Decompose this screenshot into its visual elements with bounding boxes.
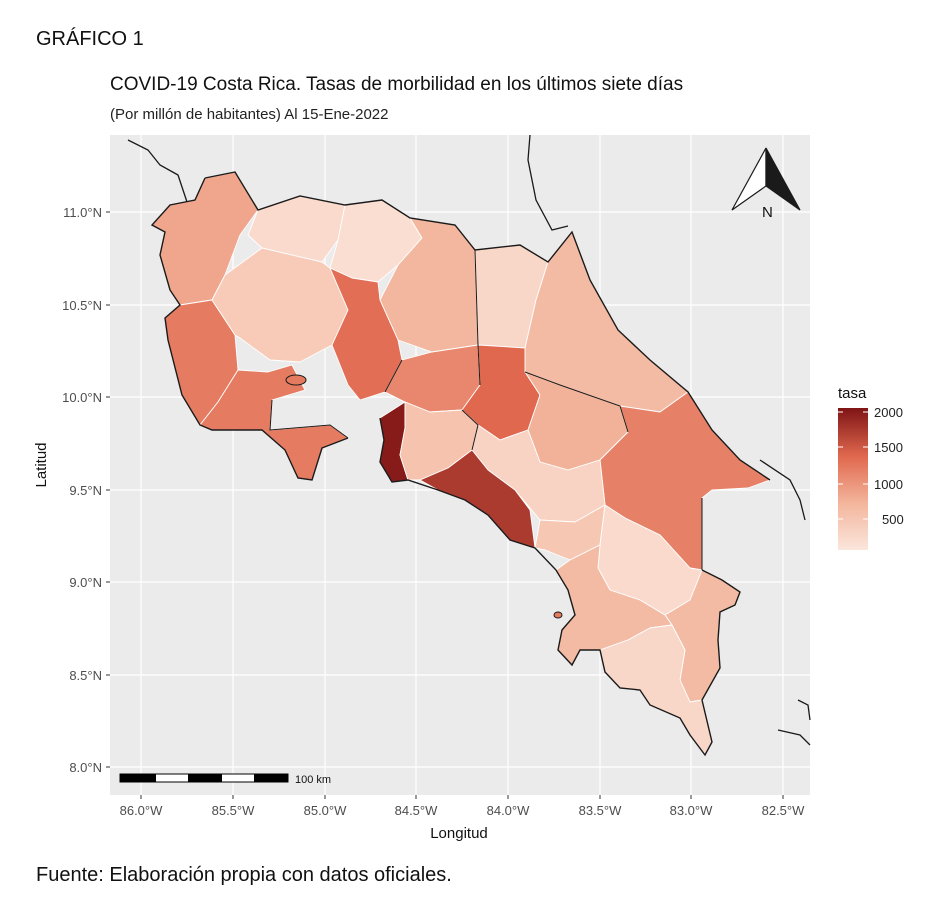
legend-colorbar: [838, 408, 868, 550]
province-boundaries: [269, 249, 703, 570]
y-tick-label: 9.5°N: [69, 483, 102, 498]
y-tick-label: 10.0°N: [62, 390, 102, 405]
map-title: COVID-19 Costa Rica. Tasas de morbilidad…: [110, 74, 684, 95]
legend-label: 1500: [874, 440, 903, 455]
x-tick-label: 83.0°W: [670, 803, 714, 818]
color-legend: tasa 2000 1500 1000 500: [838, 385, 904, 550]
x-tick-label: 85.5°W: [212, 803, 256, 818]
map-subtitle: (Por millón de habitantes) Al 15-Ene-202…: [110, 106, 389, 123]
x-tick-label: 84.0°W: [487, 803, 531, 818]
y-tick-label: 10.5°N: [62, 298, 102, 313]
regions: [151, 171, 771, 756]
country-outline: [150, 171, 771, 757]
x-tick-label: 85.0°W: [304, 803, 348, 818]
x-tick-label: 82.5°W: [762, 803, 806, 818]
neighbour-coastlines: [127, 134, 811, 746]
x-axis-title: Longitud: [430, 825, 488, 842]
y-tick-label: 11.0°N: [63, 205, 102, 220]
y-axis: 11.0°N 10.5°N 10.0°N 9.5°N 9.0°N 8.5°N 8…: [33, 205, 110, 775]
x-tick-label: 84.5°W: [395, 803, 439, 818]
x-tick-label: 86.0°W: [120, 803, 164, 818]
x-axis: 86.0°W 85.5°W 85.0°W 84.5°W 84.0°W 83.5°…: [120, 795, 806, 842]
legend-title: tasa: [838, 385, 867, 402]
region-guanacaste-central: [211, 247, 349, 363]
figure-label: GRÁFICO 1: [36, 28, 144, 50]
legend-label: 2000: [874, 405, 903, 420]
scale-bar: 100 km: [119, 773, 331, 786]
source-note: Fuente: Elaboración propia con datos ofi…: [36, 864, 452, 886]
y-tick-label: 8.5°N: [69, 668, 102, 683]
x-tick-label: 83.5°W: [579, 803, 623, 818]
y-tick-label: 8.0°N: [69, 760, 102, 775]
islands: [285, 374, 563, 619]
north-arrow-label: N: [762, 204, 773, 221]
legend-label: 1000: [874, 477, 903, 492]
y-axis-title: Latitud: [33, 442, 50, 487]
y-tick-label: 9.0°N: [69, 575, 102, 590]
scale-bar-label: 100 km: [295, 774, 331, 786]
legend-label: 500: [882, 512, 904, 527]
north-arrow-icon: N: [731, 147, 801, 221]
